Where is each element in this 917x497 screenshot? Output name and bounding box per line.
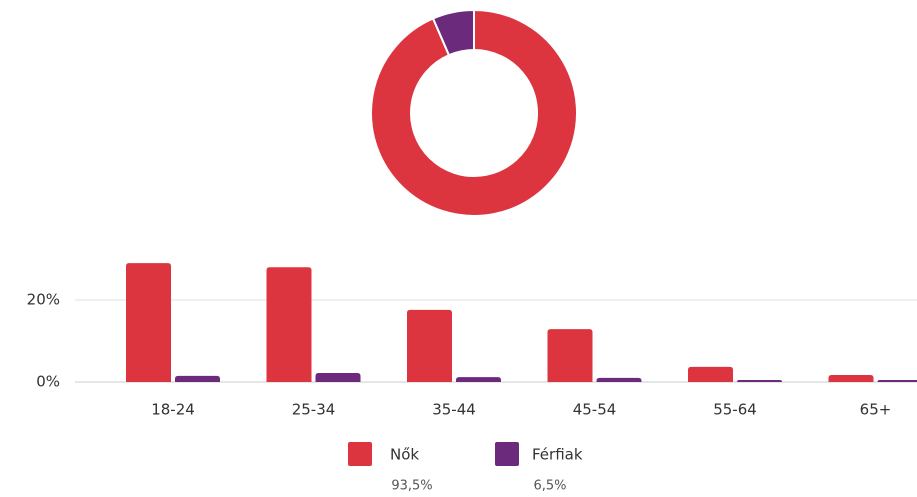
bar <box>407 309 452 382</box>
y-tick-label: 0% <box>36 373 60 391</box>
legend-label: Nők <box>390 446 419 464</box>
bar <box>877 379 917 382</box>
x-tick-label: 25-34 <box>292 401 336 419</box>
legend-value: 6,5% <box>533 479 566 494</box>
x-tick-label: 18-24 <box>151 401 195 419</box>
x-tick-label: 35-44 <box>432 401 476 419</box>
bar <box>175 375 220 382</box>
bar <box>547 329 593 382</box>
bar <box>737 379 782 382</box>
donut-segment <box>431 8 475 57</box>
bar <box>688 366 733 382</box>
bar <box>126 263 171 382</box>
legend-value: 93,5% <box>391 479 432 494</box>
legend-swatch <box>348 442 372 466</box>
bar <box>315 372 361 382</box>
x-tick-label: 65+ <box>860 401 892 419</box>
donut-segment <box>370 8 578 217</box>
bar <box>828 375 874 382</box>
legend-swatch <box>495 442 519 466</box>
y-tick-label: 20% <box>27 291 60 309</box>
x-tick-label: 55-64 <box>713 401 757 419</box>
legend-label: Férfiak <box>532 446 583 464</box>
bar <box>266 267 312 382</box>
bar <box>596 377 642 382</box>
x-tick-label: 45-54 <box>573 401 617 419</box>
bar <box>456 377 501 382</box>
